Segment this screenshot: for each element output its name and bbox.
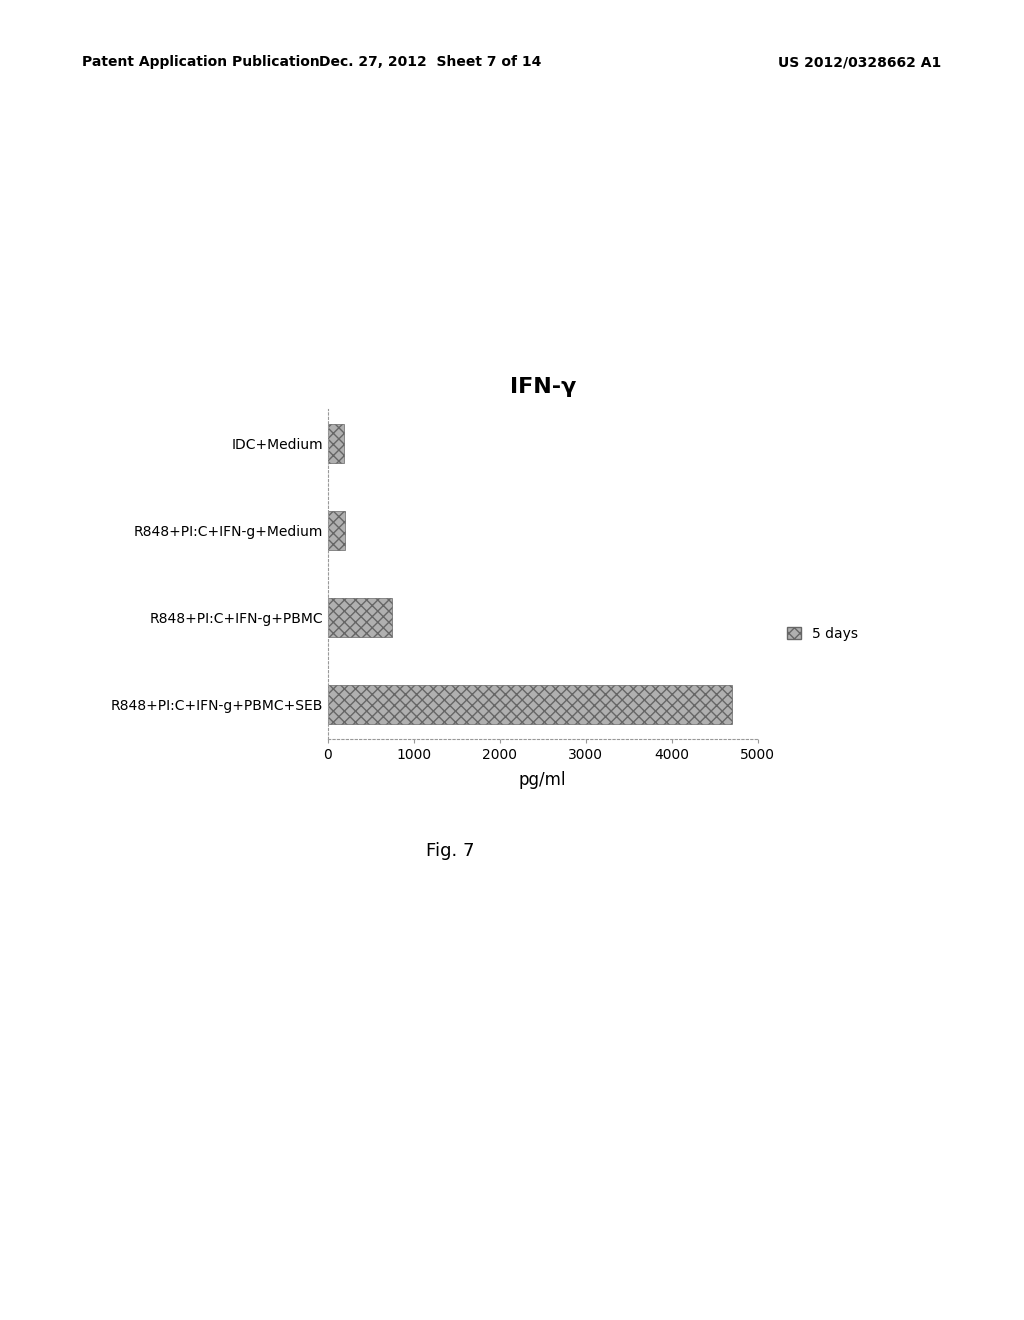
Text: Fig. 7: Fig. 7 [426, 842, 475, 861]
Text: US 2012/0328662 A1: US 2012/0328662 A1 [778, 55, 941, 70]
Legend: 5 days: 5 days [782, 620, 864, 647]
Text: Dec. 27, 2012  Sheet 7 of 14: Dec. 27, 2012 Sheet 7 of 14 [318, 55, 542, 70]
X-axis label: pg/ml: pg/ml [519, 771, 566, 788]
Title: IFN-γ: IFN-γ [510, 376, 575, 396]
Bar [328, 685, 732, 725]
Text: Patent Application Publication: Patent Application Publication [82, 55, 319, 70]
Bar [328, 598, 392, 638]
Bar [328, 424, 344, 463]
Bar [328, 511, 345, 550]
